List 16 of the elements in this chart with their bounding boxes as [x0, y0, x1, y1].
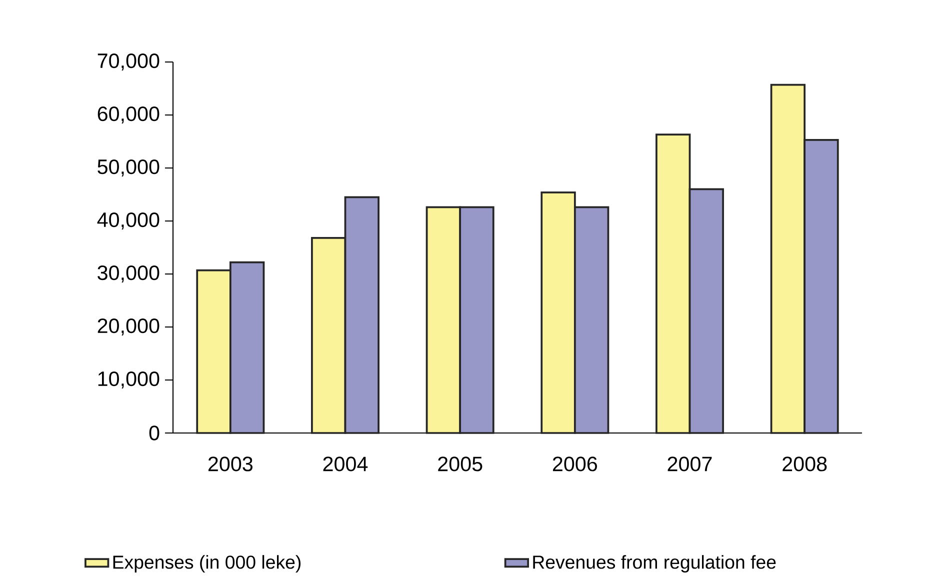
- x-tick-label: 2005: [438, 456, 482, 472]
- y-tick-label: 40,000: [97, 212, 160, 230]
- y-tick-label: 50,000: [98, 159, 160, 177]
- x-tick-label: 2008: [782, 456, 827, 472]
- y-tick-label: 10,000: [98, 371, 160, 389]
- x-tick-label: 2007: [668, 456, 712, 472]
- x-tick-label: 2006: [552, 456, 597, 472]
- y-tick-label: 20,000: [98, 318, 160, 336]
- legend-label: Revenues from regulation fee: [533, 555, 776, 572]
- y-tick-label: 70,000: [98, 53, 160, 71]
- legend-label: Expenses (in 000 leke): [113, 555, 301, 572]
- y-tick-label: 0: [149, 426, 160, 440]
- y-tick-label: 60,000: [98, 106, 160, 124]
- x-tick-label: 2003: [208, 456, 252, 472]
- x-tick-label: 2004: [323, 456, 368, 472]
- y-tick-label: 30,000: [98, 265, 160, 283]
